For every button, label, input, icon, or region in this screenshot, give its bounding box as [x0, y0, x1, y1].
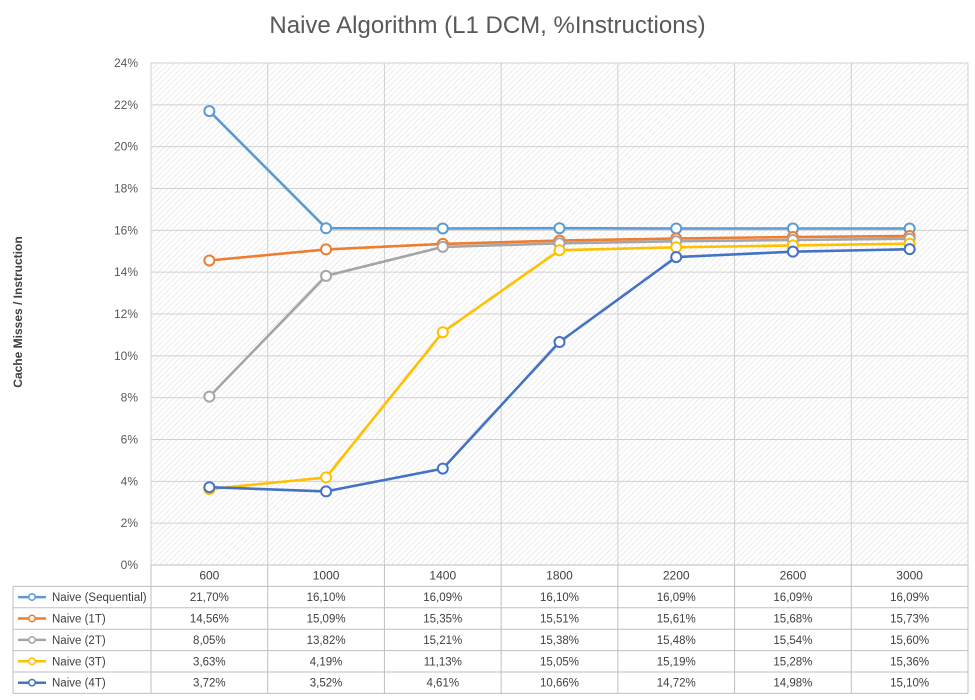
y-tick-label: 0% — [121, 558, 139, 572]
data-label: 15,09% — [307, 614, 346, 626]
legend-key-marker — [28, 593, 36, 602]
data-point — [553, 244, 566, 257]
data-label: 10,66% — [540, 678, 579, 690]
data-table: 600 1000 1400 1800 2200 2600 3000 Naive (Sequen… — [12, 564, 969, 694]
data-label: 16,09% — [773, 592, 812, 604]
legend-entry: Naive (2T) — [52, 635, 106, 647]
data-label: 15,35% — [423, 614, 462, 626]
data-label: 16,09% — [657, 592, 696, 604]
data-point — [553, 336, 566, 349]
data-point — [203, 105, 216, 118]
data-label: 3,63% — [193, 656, 226, 668]
x-tick-label: 1000 — [313, 569, 340, 583]
data-label: 4,61% — [426, 678, 459, 690]
data-label: 16,09% — [423, 592, 462, 604]
data-point — [203, 390, 216, 403]
x-tick-label: 1400 — [429, 569, 456, 583]
data-point — [436, 462, 449, 475]
data-point — [203, 254, 216, 267]
legend-entry: Naive (4T) — [52, 678, 106, 690]
chart-title: Naive Algorithm (L1 DCM, %Instructions) — [269, 12, 706, 39]
data-point — [203, 481, 216, 494]
data-label: 15,61% — [657, 614, 696, 626]
data-label: 15,28% — [773, 656, 812, 668]
y-tick-label: 14% — [114, 265, 138, 279]
data-label: 15,48% — [657, 635, 696, 647]
data-label: 15,19% — [657, 656, 696, 668]
data-point — [436, 326, 449, 339]
data-label: 15,60% — [890, 635, 929, 647]
data-label: 13,82% — [307, 635, 346, 647]
data-point — [320, 485, 333, 498]
data-label: 16,09% — [890, 592, 929, 604]
data-label: 14,56% — [190, 614, 229, 626]
data-point — [436, 222, 449, 235]
data-label: 15,73% — [890, 614, 929, 626]
y-axis-ticks: 0% 2% 4% 6% 8% 10% 12% 14% 16% 18% 20% 22% 24% — [114, 56, 138, 572]
data-point — [670, 241, 683, 254]
gridlines — [150, 62, 969, 566]
x-tick-label: 1800 — [546, 569, 573, 583]
data-point — [903, 243, 916, 256]
data-label: 15,51% — [540, 614, 579, 626]
y-tick-label: 8% — [121, 391, 139, 405]
data-point — [670, 222, 683, 235]
data-label: 3,72% — [193, 678, 226, 690]
data-label: 15,21% — [423, 635, 462, 647]
legend-entry: Naive (3T) — [52, 656, 106, 668]
data-label: 15,05% — [540, 656, 579, 668]
y-tick-label: 20% — [114, 140, 138, 154]
legend-key-marker — [28, 635, 36, 644]
x-tick-label: 2200 — [663, 569, 690, 583]
data-label: 3,52% — [310, 678, 343, 690]
data-label: 15,36% — [890, 656, 929, 668]
data-label: 14,72% — [657, 678, 696, 690]
legend-entry: Naive (Sequential) — [52, 592, 147, 604]
data-label: 16,10% — [307, 592, 346, 604]
data-point — [436, 240, 449, 253]
data-label: 14,98% — [773, 678, 812, 690]
data-label: 15,68% — [773, 614, 812, 626]
series-lines — [203, 105, 916, 498]
data-label: 15,54% — [773, 635, 812, 647]
data-label: 15,10% — [890, 678, 929, 690]
x-tick-label: 3000 — [896, 569, 923, 583]
data-point — [320, 269, 333, 282]
x-tick-label: 2600 — [780, 569, 807, 583]
y-tick-label: 6% — [121, 433, 139, 447]
y-tick-label: 18% — [114, 182, 138, 196]
x-tick-label: 600 — [199, 569, 219, 583]
y-tick-label: 22% — [114, 98, 138, 112]
legend-key-marker — [28, 657, 36, 666]
y-tick-label: 4% — [121, 474, 139, 488]
data-label: 4,19% — [310, 656, 343, 668]
data-point — [320, 243, 333, 256]
data-point — [553, 222, 566, 235]
y-tick-label: 16% — [114, 223, 138, 237]
data-point — [320, 222, 333, 235]
y-tick-label: 10% — [114, 349, 138, 363]
data-point — [786, 245, 799, 258]
data-label: 11,13% — [424, 656, 462, 668]
legend-key-marker — [28, 678, 36, 687]
data-point — [320, 471, 333, 484]
y-tick-label: 2% — [121, 516, 139, 530]
data-label: 15,38% — [540, 635, 579, 647]
data-point — [670, 251, 683, 264]
y-tick-label: 12% — [114, 307, 138, 321]
data-label: 16,10% — [540, 592, 579, 604]
legend-key-marker — [28, 614, 36, 623]
data-label: 8,05% — [193, 635, 226, 647]
legend-entry: Naive (1T) — [52, 614, 106, 626]
data-label: 21,70% — [190, 592, 229, 604]
y-tick-label: 24% — [114, 56, 138, 70]
